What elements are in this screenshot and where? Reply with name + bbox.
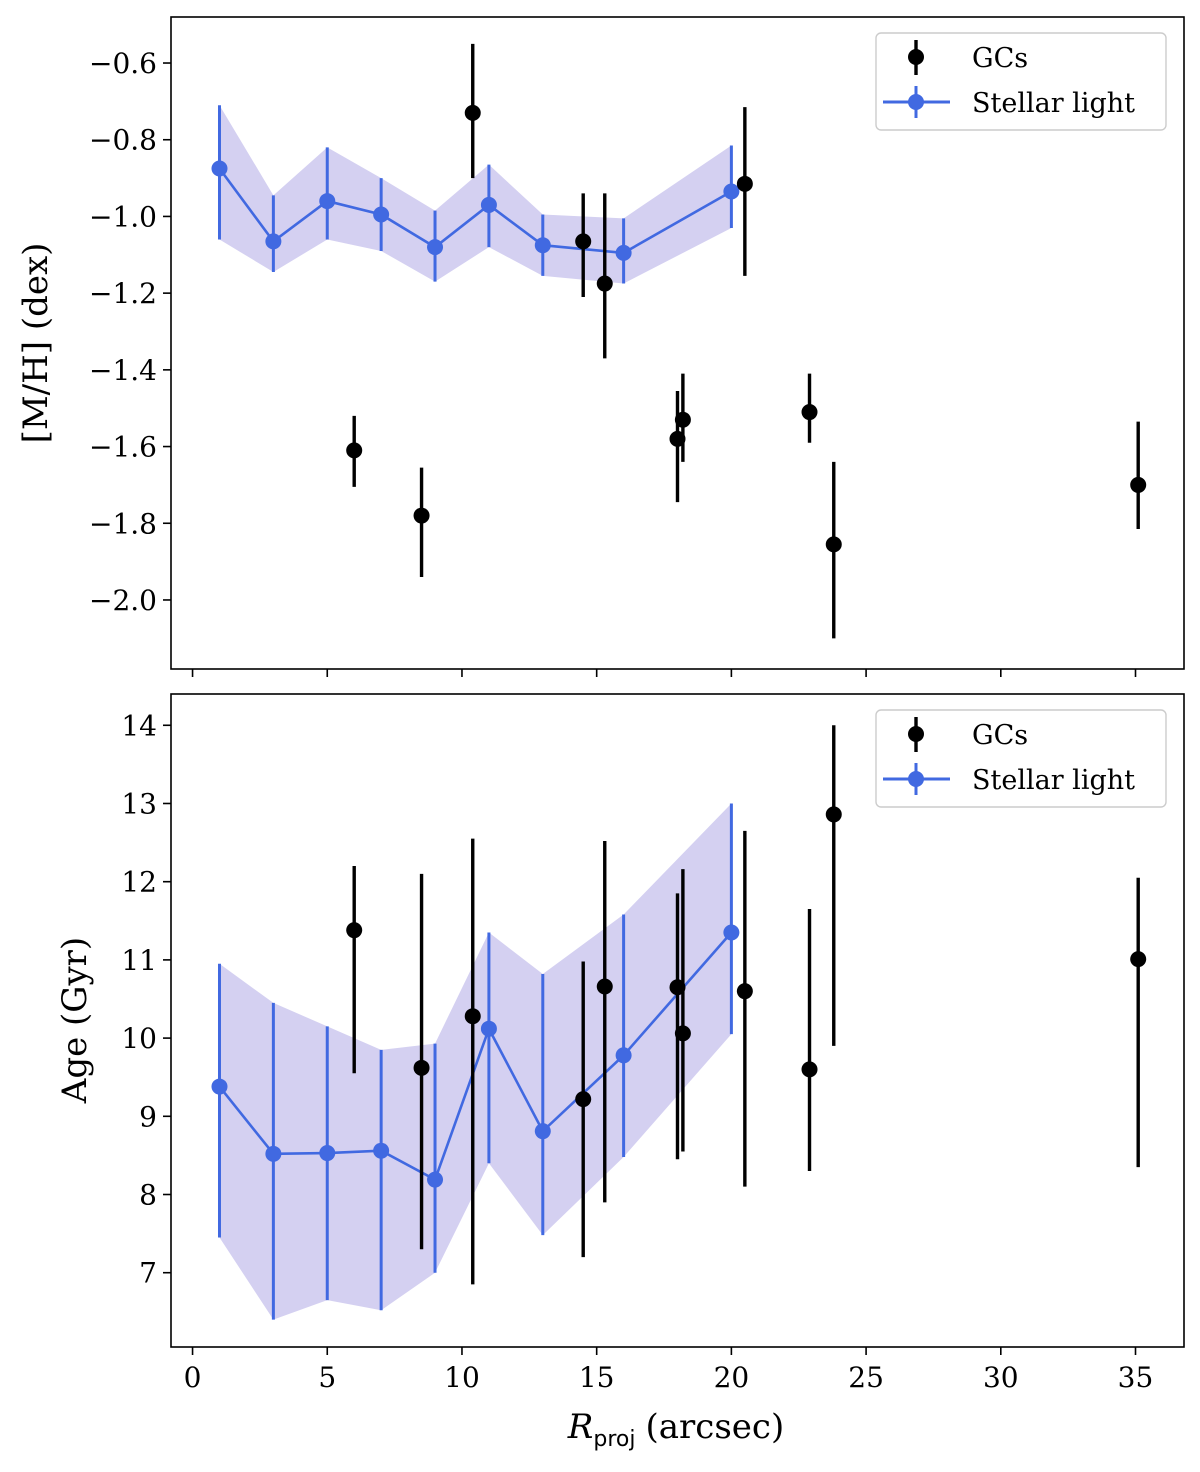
metallicity-y-tick-label: −1.6 — [89, 431, 157, 464]
metallicity-gc-point — [1130, 476, 1147, 493]
metallicity-stellar-point — [373, 206, 390, 223]
metallicity-gc-point — [575, 233, 592, 250]
age-gc-point — [596, 978, 613, 995]
metallicity-stellar-error-band — [219, 105, 732, 284]
age-stellar-point — [480, 1020, 497, 1037]
metallicity-stellar-point — [265, 233, 282, 250]
age-gc-point — [825, 806, 842, 823]
age-legend-stellar-marker — [883, 763, 950, 795]
metallicity-gc-point — [464, 104, 481, 121]
age-plot-frame — [170, 693, 1185, 1348]
metallicity-gc-point — [413, 507, 430, 524]
age-y-tick-label: 8 — [139, 1179, 157, 1212]
age-panel: 0 5 10 15 20 25 30 35 7 8 9 10 11 12 13 14 Age (Gyr) G… — [55, 693, 1185, 1452]
metallicity-gc-point — [801, 404, 818, 421]
age-gc-point — [464, 1008, 481, 1025]
age-y-tick-label: 9 — [139, 1100, 157, 1133]
age-x-tick-label: 20 — [714, 1361, 750, 1394]
metallicity-stellar-point — [211, 160, 228, 177]
metallicity-legend: GCs Stellar light — [875, 32, 1167, 131]
metallicity-gc-point — [674, 411, 691, 428]
age-stellar-point — [319, 1145, 336, 1162]
age-y-tick-label: 12 — [121, 866, 157, 899]
age-plot-marks — [211, 725, 1147, 1320]
age-y-tick-label: 13 — [121, 787, 157, 820]
metallicity-panel: −0.6 −0.8 −1.0 −1.2 −1.4 −1.6 −1.8 −2.0 [M/H] (… — [16, 16, 1185, 677]
age-y-axis-label: Age (Gyr) — [55, 937, 95, 1104]
age-stellar-point — [615, 1047, 632, 1064]
metallicity-y-tick-label: −1.8 — [89, 507, 157, 540]
age-x-tick-label: 30 — [983, 1361, 1019, 1394]
metallicity-y-tick-label: −0.8 — [89, 124, 157, 157]
age-gc-point — [413, 1059, 430, 1076]
metallicity-gc-point — [825, 536, 842, 553]
age-legend-box — [875, 709, 1167, 808]
age-x-tick-label: 5 — [318, 1361, 336, 1394]
age-gc-point — [575, 1091, 592, 1108]
metallicity-legend-gcs-marker — [908, 40, 924, 75]
age-gc-point — [346, 922, 363, 939]
metallicity-legend-stellar-marker — [883, 86, 950, 118]
metallicity-gc-point — [596, 275, 613, 292]
metallicity-y-tick-label: −1.2 — [89, 277, 157, 310]
metallicity-stellar-point — [319, 193, 336, 210]
age-gc-point — [669, 979, 686, 996]
age-stellar-point — [427, 1171, 444, 1188]
metallicity-y-ticks: −0.6 −0.8 −1.0 −1.2 −1.4 −1.6 −1.8 −2.0 — [89, 47, 171, 617]
age-legend: GCs Stellar light — [875, 709, 1167, 808]
age-stellar-point — [211, 1078, 228, 1095]
metallicity-gc-point — [736, 175, 753, 192]
age-y-tick-label: 14 — [121, 709, 157, 742]
age-x-ticks: 0 5 10 15 20 25 30 35 — [184, 1347, 1154, 1394]
age-y-tick-label: 11 — [121, 944, 157, 977]
metallicity-gc-point — [346, 442, 363, 459]
age-x-tick-label: 0 — [184, 1361, 202, 1394]
x-axis-label-symbol: R — [567, 1407, 594, 1447]
age-legend-stellar-label: Stellar light — [972, 765, 1135, 796]
x-axis-label: Rproj (arcsec) — [567, 1407, 784, 1452]
age-legend-gcs-marker — [908, 717, 924, 752]
metallicity-legend-stellar-label: Stellar light — [972, 88, 1135, 119]
age-stellar-point — [265, 1145, 282, 1162]
metallicity-y-tick-label: −0.6 — [89, 47, 157, 80]
metallicity-stellar-point — [480, 196, 497, 213]
age-stellar-error-band — [219, 803, 732, 1320]
metallicity-y-tick-label: −1.4 — [89, 354, 157, 387]
age-gc-point — [801, 1061, 818, 1078]
metallicity-stellar-point — [534, 237, 551, 254]
metallicity-y-axis-label: [M/H] (dex) — [16, 243, 56, 444]
age-x-tick-label: 25 — [848, 1361, 884, 1394]
age-x-tick-label: 15 — [579, 1361, 615, 1394]
age-gc-point — [674, 1025, 691, 1042]
metallicity-legend-box — [875, 32, 1167, 131]
metallicity-plot-frame — [170, 16, 1185, 670]
age-y-tick-label: 7 — [139, 1257, 157, 1290]
age-gc-point — [1130, 951, 1147, 968]
metallicity-x-ticks — [191, 669, 1137, 677]
metallicity-y-tick-label: −1.0 — [89, 200, 157, 233]
metallicity-gc-point — [669, 430, 686, 447]
metallicity-stellar-point — [615, 244, 632, 261]
age-x-tick-label: 35 — [1118, 1361, 1154, 1394]
age-stellar-point — [723, 924, 740, 941]
age-stellar-point — [534, 1123, 551, 1140]
metallicity-plot-marks — [211, 43, 1147, 639]
age-gc-point — [736, 983, 753, 1000]
age-stellar-point — [373, 1142, 390, 1159]
x-axis-label-subscript: proj — [593, 1427, 635, 1452]
age-legend-gcs-label: GCs — [972, 720, 1028, 751]
metallicity-legend-gcs-label: GCs — [972, 43, 1028, 74]
metallicity-stellar-point — [427, 239, 444, 256]
age-y-tick-label: 10 — [121, 1022, 157, 1055]
metallicity-y-tick-label: −2.0 — [89, 584, 157, 617]
age-x-tick-label: 10 — [444, 1361, 480, 1394]
metallicity-stellar-point — [723, 183, 740, 200]
age-y-ticks: 7 8 9 10 11 12 13 14 — [121, 709, 171, 1290]
x-axis-label-unit: (arcsec) — [646, 1407, 785, 1447]
